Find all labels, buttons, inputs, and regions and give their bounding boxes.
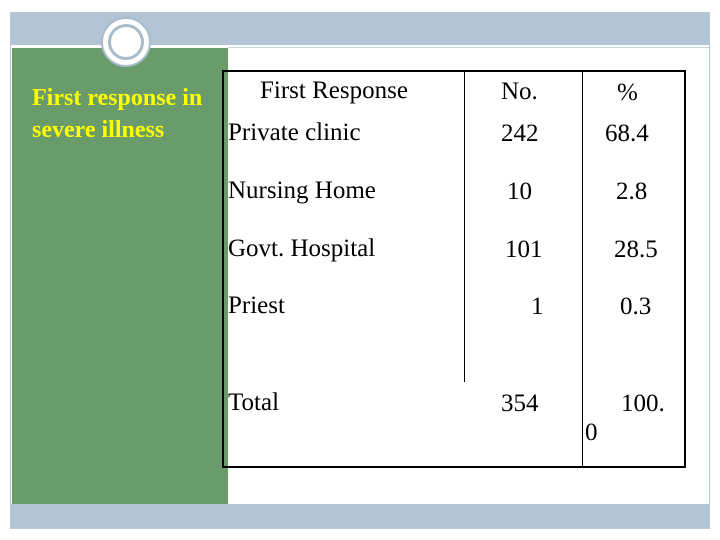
header-no: No. xyxy=(501,78,538,105)
row-pct-nursing-home: 2.8 xyxy=(616,178,648,205)
side-panel xyxy=(12,48,228,504)
row-label-nursing-home: Nursing Home xyxy=(228,177,376,204)
row-label-total: Total xyxy=(228,389,280,416)
row-pct-priest: 0.3 xyxy=(620,293,652,320)
header-percent: % xyxy=(617,79,638,106)
data-table xyxy=(222,70,686,468)
top-rule xyxy=(228,47,709,48)
bottom-band xyxy=(11,504,709,528)
row-label-private-clinic: Private clinic xyxy=(228,119,361,146)
table-divider-1 xyxy=(464,70,465,382)
row-label-priest: Priest xyxy=(228,292,285,319)
header-first-response: First Response xyxy=(260,77,408,104)
row-no-total: 354 xyxy=(501,390,539,417)
row-no-nursing-home: 10 xyxy=(507,178,532,205)
row-pct-total: 100. xyxy=(621,390,665,417)
row-no-private-clinic: 242 xyxy=(501,120,539,147)
row-pct-private-clinic: 68.4 xyxy=(605,120,649,147)
row-pct-total-wrap: 0 xyxy=(585,419,598,446)
side-title: First response in severe illness xyxy=(32,85,203,143)
circle-ornament-inner-icon xyxy=(108,24,144,60)
row-label-govt-hospital: Govt. Hospital xyxy=(228,235,376,262)
row-no-govt-hospital: 101 xyxy=(505,236,543,263)
row-no-priest: 1 xyxy=(531,293,544,320)
row-pct-govt-hospital: 28.5 xyxy=(614,236,658,263)
table-divider-2 xyxy=(582,70,583,468)
